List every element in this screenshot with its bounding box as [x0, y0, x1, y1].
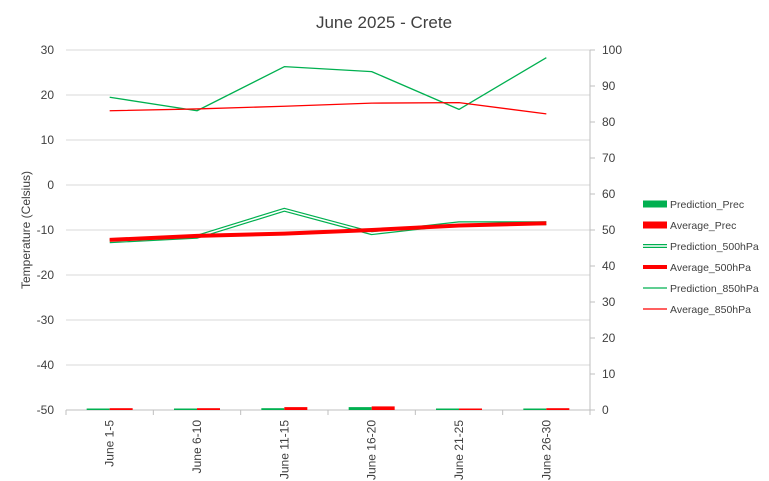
legend-swatch-Prediction_Prec — [643, 200, 667, 208]
y2-tick-label: 60 — [602, 187, 616, 201]
y-axis-label: Temperature (Celsius) — [19, 171, 33, 289]
legend: Prediction_Prec Average_Prec Prediction_50… — [643, 199, 759, 316]
legend-swatch-Average_Prec — [643, 221, 667, 229]
y-tick-label: 30 — [41, 43, 55, 57]
line-Average_850hPa — [109, 102, 547, 115]
chart-title: June 2025 - Crete — [316, 13, 452, 32]
bar-Average_Prec — [284, 407, 308, 410]
bar-Average_Prec — [197, 408, 220, 410]
x-tick-label: June 21-25 — [452, 420, 466, 480]
bar-Prediction_Prec — [261, 408, 285, 410]
bar-Prediction_Prec — [523, 408, 547, 410]
bar-Average_Prec — [371, 406, 395, 410]
precipitation-bars — [86, 406, 570, 410]
bar-Prediction_Prec — [174, 408, 197, 410]
legend-label: Average_Prec — [670, 220, 736, 232]
line-Prediction_850hPa — [109, 57, 547, 112]
legend-label: Prediction_Prec — [670, 199, 744, 211]
y2-tick-label: 90 — [602, 79, 616, 93]
x-tick-label: June 11-15 — [277, 420, 291, 479]
y-tick-label: 10 — [41, 133, 55, 147]
y2-tick-label: 80 — [602, 115, 616, 129]
axes: 3020100-10-20-30-40-50100908070605040302… — [37, 43, 623, 480]
y-tick-label: -10 — [37, 223, 55, 237]
y2-tick-label: 0 — [602, 403, 609, 417]
x-tick-label: June 6-10 — [190, 420, 204, 474]
y2-tick-label: 70 — [602, 151, 616, 165]
bar-Prediction_Prec — [348, 407, 372, 410]
y-tick-label: -20 — [37, 268, 55, 282]
y2-tick-label: 30 — [602, 295, 616, 309]
x-tick-label: June 16-20 — [365, 420, 379, 480]
temperature-lines — [109, 57, 547, 244]
legend-label: Prediction_500hPa — [670, 241, 759, 253]
y2-tick-label: 50 — [602, 223, 616, 237]
legend-label: Prediction_850hPa — [670, 283, 759, 295]
y2-tick-label: 20 — [602, 331, 616, 345]
y-tick-label: -30 — [37, 313, 55, 327]
x-tick-label: June 26-30 — [539, 420, 553, 480]
bar-Average_Prec — [546, 408, 570, 410]
x-tick-label: June 1-5 — [103, 420, 117, 467]
y-tick-label: 0 — [47, 178, 54, 192]
y2-tick-label: 10 — [602, 367, 616, 381]
line-Average_500hPa — [109, 221, 547, 242]
bar-Prediction_Prec — [436, 408, 459, 410]
y-tick-label: 20 — [41, 88, 55, 102]
legend-label: Average_850hPa — [670, 304, 751, 316]
y2-tick-label: 100 — [602, 43, 622, 57]
bar-Average_Prec — [459, 408, 482, 410]
y-tick-label: -50 — [37, 403, 55, 417]
bar-Average_Prec — [109, 408, 133, 410]
y2-tick-label: 40 — [602, 259, 616, 273]
legend-label: Average_500hPa — [670, 262, 751, 274]
y-tick-label: -40 — [37, 358, 55, 372]
bar-Prediction_Prec — [86, 408, 110, 410]
